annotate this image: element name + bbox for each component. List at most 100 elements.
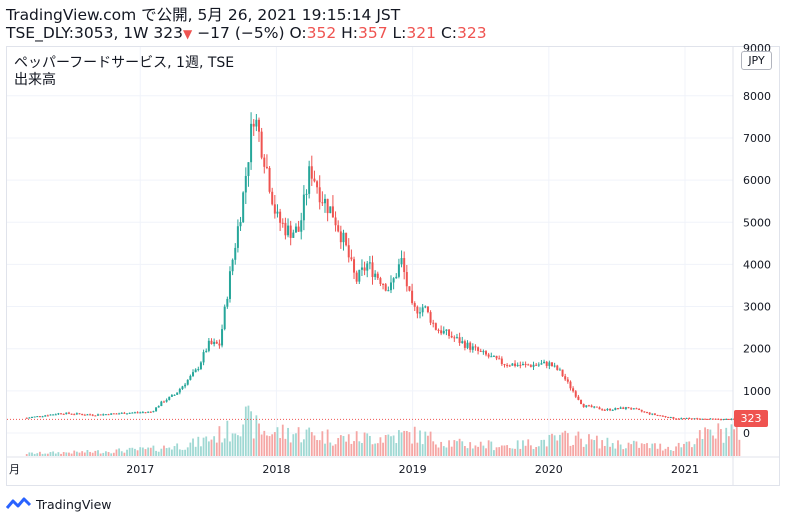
volume-bar	[532, 449, 535, 456]
volume-bar	[337, 438, 340, 456]
candle-body	[616, 408, 619, 410]
volume-bar	[667, 446, 670, 456]
chart-pane[interactable]	[6, 46, 780, 486]
candle-body	[611, 409, 614, 411]
candle-body	[677, 418, 680, 420]
volume-bar	[419, 430, 421, 456]
candle-body	[231, 259, 234, 272]
volume-bar	[696, 438, 699, 456]
volume-bar	[247, 405, 250, 456]
candle-body	[500, 358, 503, 365]
volume-bar	[131, 447, 134, 456]
candle-body	[131, 412, 134, 414]
volume-bar	[698, 430, 701, 456]
candle-body	[498, 358, 501, 360]
candle-body	[630, 408, 633, 410]
candle-body	[580, 399, 583, 405]
volume-bar	[305, 429, 308, 456]
volume-bar	[144, 449, 147, 456]
low-value: 321	[406, 24, 436, 42]
candle-body	[384, 284, 387, 291]
candle-body	[656, 414, 659, 416]
candle-body	[585, 405, 588, 407]
candle-body	[149, 411, 152, 413]
volume-bar	[300, 442, 303, 456]
candle-body	[566, 379, 569, 382]
x-tick-label: 2018	[262, 463, 290, 476]
candle-body	[152, 411, 155, 413]
volume-bar	[276, 427, 279, 456]
volume-bar	[580, 438, 582, 456]
volume-bar	[202, 437, 205, 456]
volume-bar	[519, 448, 522, 456]
volume-bar	[714, 438, 717, 456]
x-tick-label: 2020	[535, 463, 563, 476]
candle-body	[508, 365, 511, 367]
candle-body	[128, 412, 131, 414]
candle-body	[506, 364, 509, 366]
volume-bar	[210, 439, 213, 456]
volume-bar	[284, 438, 287, 456]
volume-bar	[213, 436, 216, 456]
candle-body	[403, 258, 406, 273]
volume-bar	[553, 435, 556, 456]
candle-body	[104, 414, 107, 416]
candle-body	[62, 413, 65, 415]
volume-bar	[345, 441, 348, 456]
volume-bar	[551, 433, 553, 456]
volume-bar	[60, 453, 62, 456]
volume-bar	[52, 451, 55, 456]
volume-bar	[463, 446, 466, 456]
volume-bar	[86, 450, 89, 456]
candle-body	[65, 412, 68, 415]
volume-bar	[675, 446, 677, 456]
volume-bar	[110, 453, 113, 456]
candle-body	[543, 361, 546, 364]
volume-bar	[165, 448, 168, 456]
candle-body	[57, 413, 60, 415]
published-line: TradingView.com で公開, 5月 26, 2021 19:15:1…	[6, 6, 400, 24]
candle-body	[36, 416, 39, 418]
volume-bar	[458, 438, 461, 456]
candle-body	[268, 167, 271, 192]
volume-bar	[611, 443, 614, 456]
volume-bar	[400, 432, 403, 456]
volume-bar	[371, 444, 374, 456]
volume-bar	[706, 429, 709, 456]
volume-bar	[326, 429, 329, 456]
volume-bar	[688, 441, 691, 456]
volume-bar	[627, 442, 630, 456]
candle-body	[292, 232, 295, 238]
candle-body	[693, 418, 696, 420]
volume-bar	[704, 427, 706, 456]
volume-bar	[471, 448, 474, 456]
volume-bar	[493, 450, 495, 456]
candle-body	[382, 283, 385, 285]
volume-bar	[456, 441, 458, 456]
volume-bar	[287, 427, 289, 456]
candle-body	[44, 415, 47, 417]
candle-body	[548, 362, 551, 366]
volume-bar	[33, 453, 36, 456]
candle-body	[323, 198, 326, 204]
volume-bar	[559, 434, 561, 456]
candle-body	[603, 409, 606, 411]
candle-body	[474, 346, 477, 348]
y-tick-label: 2000	[743, 343, 771, 356]
candle-body	[123, 412, 126, 414]
volume-bar	[659, 443, 662, 456]
volume-bar	[54, 453, 57, 456]
volume-bar	[429, 431, 432, 456]
volume-bar	[99, 453, 102, 456]
volume-bar	[477, 446, 479, 456]
volume-bar	[625, 448, 627, 456]
candle-body	[221, 329, 224, 346]
candle-body	[492, 355, 495, 357]
volume-bar	[720, 429, 722, 456]
candle-body	[408, 286, 411, 291]
volume-bar	[448, 440, 450, 456]
currency-label[interactable]: JPY	[741, 51, 772, 70]
candle-body	[141, 412, 144, 414]
price-change: −17 (−5%)	[197, 24, 285, 42]
